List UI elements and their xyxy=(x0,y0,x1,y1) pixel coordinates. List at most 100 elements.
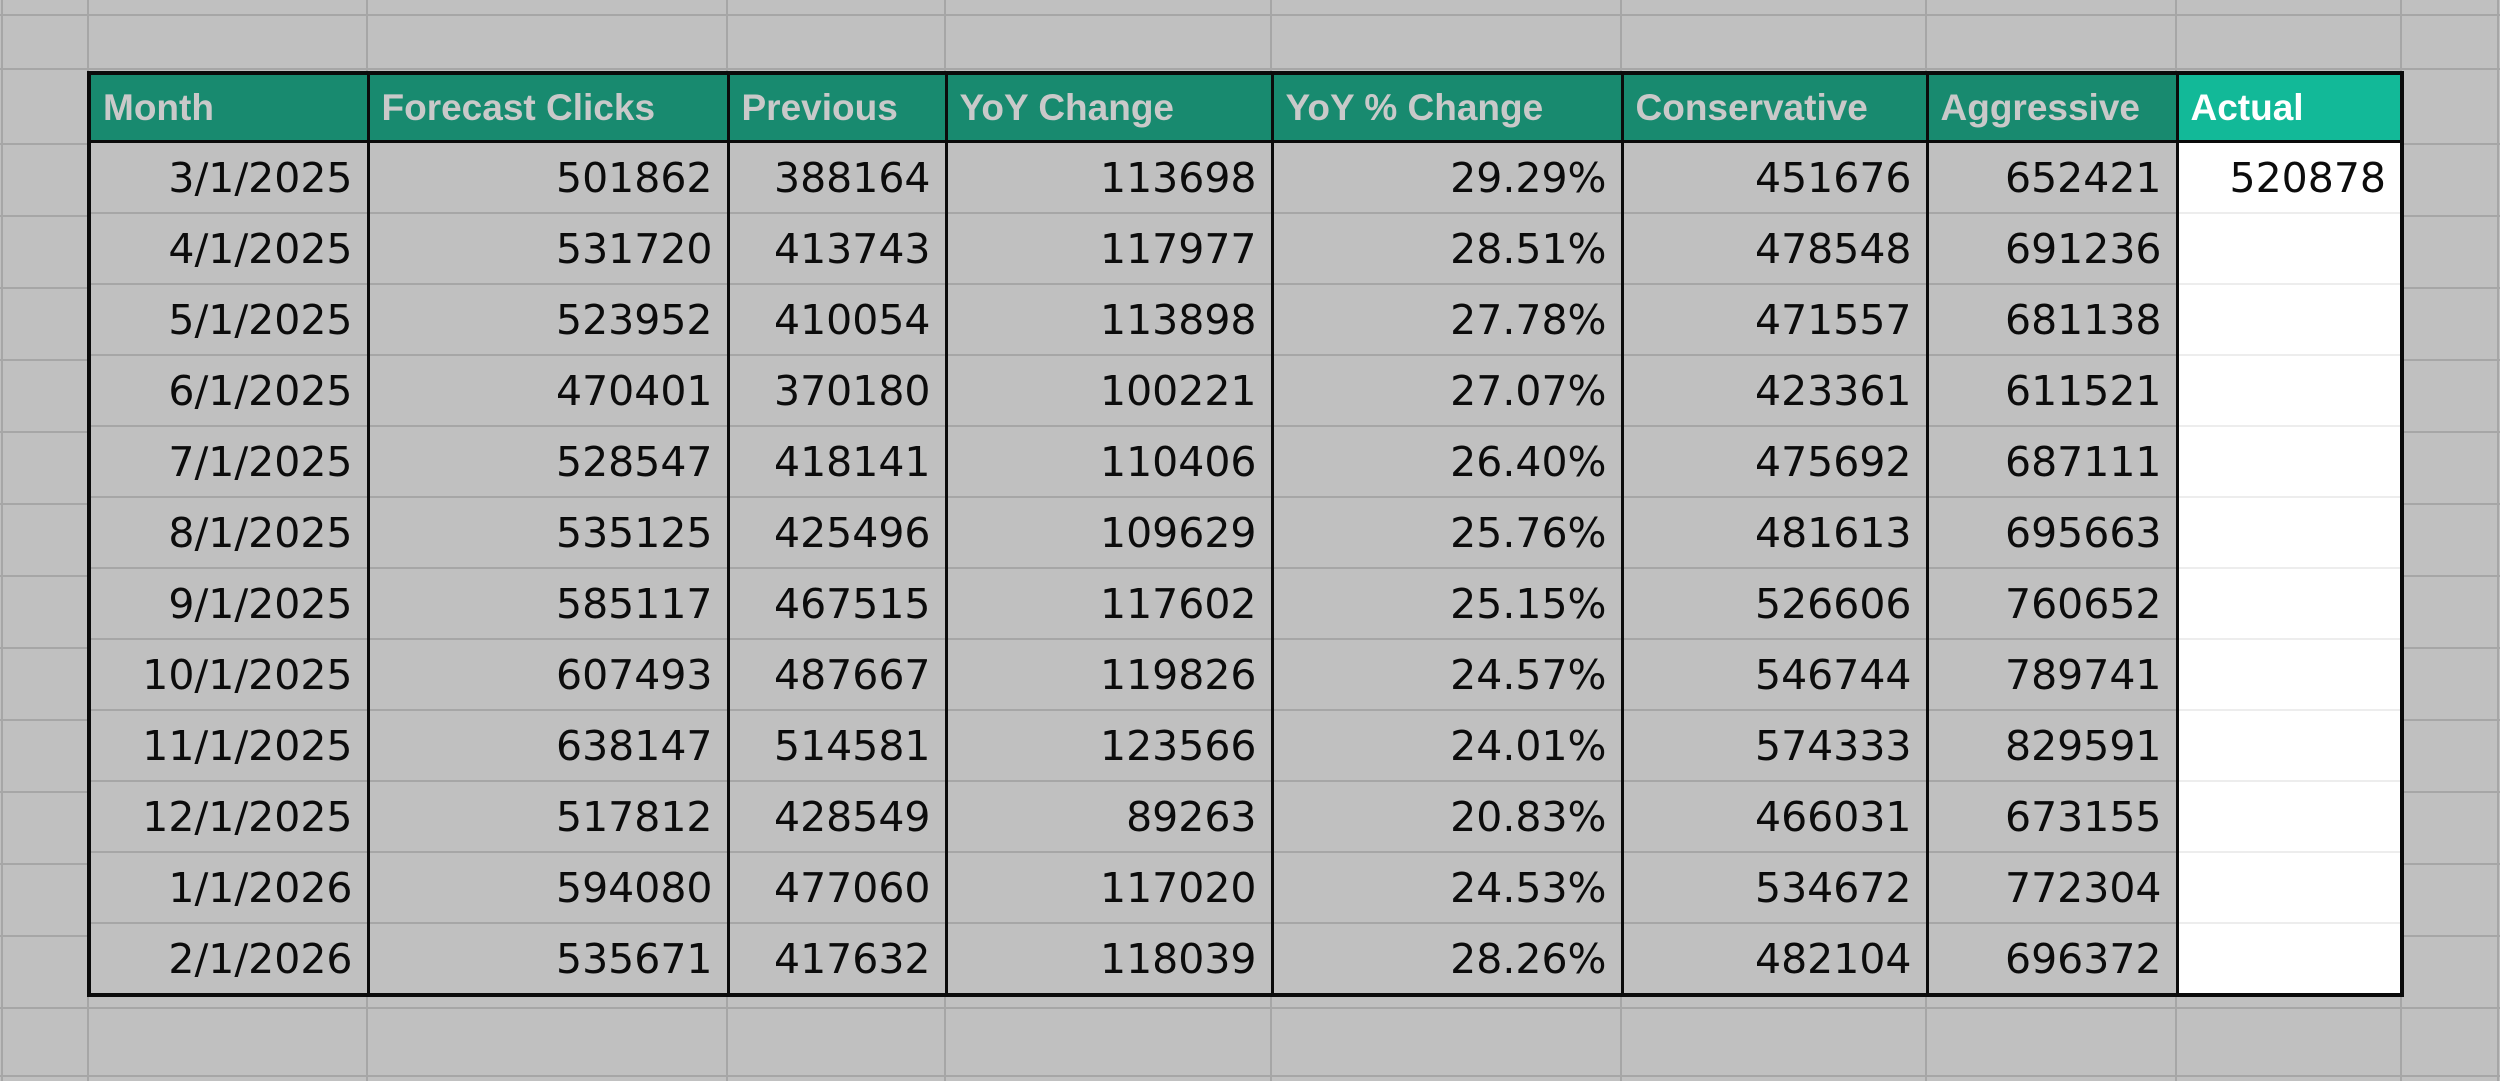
cell-month[interactable]: 6/1/2025 xyxy=(87,354,370,427)
cell-yoy-change[interactable]: 113898 xyxy=(944,283,1274,356)
cell-month[interactable]: 9/1/2025 xyxy=(87,567,370,640)
cell-previous[interactable]: 410054 xyxy=(726,283,948,356)
cell-forecast-clicks[interactable]: 535671 xyxy=(366,922,730,996)
cell-previous[interactable]: 417632 xyxy=(726,922,948,996)
cell-month[interactable]: 3/1/2025 xyxy=(87,140,370,214)
cell-yoy-change[interactable]: 100221 xyxy=(944,354,1274,427)
cell-month[interactable]: 12/1/2025 xyxy=(87,780,370,853)
cell-yoy-change[interactable]: 27.78% xyxy=(1270,283,1624,356)
cell-previous[interactable]: 425496 xyxy=(726,496,948,569)
cell-yoy-change[interactable]: 113698 xyxy=(944,140,1274,214)
cell-yoy-change[interactable]: 28.51% xyxy=(1270,212,1624,285)
cell-forecast-clicks[interactable]: 638147 xyxy=(366,709,730,782)
cell-conservative[interactable]: 423361 xyxy=(1620,354,1929,427)
cell-aggressive[interactable]: 611521 xyxy=(1925,354,2179,427)
column-header-aggressive[interactable]: Aggressive xyxy=(1925,71,2179,143)
cell-conservative[interactable]: 534672 xyxy=(1620,851,1929,924)
cell-actual[interactable] xyxy=(2175,780,2404,853)
cell-month[interactable]: 2/1/2026 xyxy=(87,922,370,996)
cell-conservative[interactable]: 481613 xyxy=(1620,496,1929,569)
cell-forecast-clicks[interactable]: 523952 xyxy=(366,283,730,356)
cell-actual[interactable] xyxy=(2175,283,2404,356)
cell-actual[interactable]: 520878 xyxy=(2175,140,2404,214)
cell-forecast-clicks[interactable]: 531720 xyxy=(366,212,730,285)
cell-conservative[interactable]: 478548 xyxy=(1620,212,1929,285)
cell-aggressive[interactable]: 696372 xyxy=(1925,922,2179,996)
cell-yoy-change[interactable]: 28.26% xyxy=(1270,922,1624,996)
cell-actual[interactable] xyxy=(2175,709,2404,782)
cell-actual[interactable] xyxy=(2175,638,2404,711)
cell-previous[interactable]: 477060 xyxy=(726,851,948,924)
cell-aggressive[interactable]: 673155 xyxy=(1925,780,2179,853)
cell-yoy-change[interactable]: 117020 xyxy=(944,851,1274,924)
cell-actual[interactable] xyxy=(2175,922,2404,996)
cell-month[interactable]: 5/1/2025 xyxy=(87,283,370,356)
cell-aggressive[interactable]: 652421 xyxy=(1925,140,2179,214)
cell-previous[interactable]: 487667 xyxy=(726,638,948,711)
cell-month[interactable]: 7/1/2025 xyxy=(87,425,370,498)
cell-yoy-change[interactable]: 118039 xyxy=(944,922,1274,996)
cell-previous[interactable]: 388164 xyxy=(726,140,948,214)
column-header-month[interactable]: Month xyxy=(87,71,370,143)
cell-forecast-clicks[interactable]: 501862 xyxy=(366,140,730,214)
cell-yoy-change[interactable]: 24.53% xyxy=(1270,851,1624,924)
cell-previous[interactable]: 370180 xyxy=(726,354,948,427)
cell-aggressive[interactable]: 789741 xyxy=(1925,638,2179,711)
cell-month[interactable]: 11/1/2025 xyxy=(87,709,370,782)
cell-aggressive[interactable]: 772304 xyxy=(1925,851,2179,924)
cell-conservative[interactable]: 482104 xyxy=(1620,922,1929,996)
column-header-yoy-change[interactable]: YoY Change xyxy=(944,71,1274,143)
cell-conservative[interactable]: 451676 xyxy=(1620,140,1929,214)
column-header-forecast-clicks[interactable]: Forecast Clicks xyxy=(366,71,730,143)
cell-month[interactable]: 4/1/2025 xyxy=(87,212,370,285)
cell-forecast-clicks[interactable]: 594080 xyxy=(366,851,730,924)
cell-previous[interactable]: 467515 xyxy=(726,567,948,640)
cell-yoy-change[interactable]: 25.76% xyxy=(1270,496,1624,569)
cell-previous[interactable]: 413743 xyxy=(726,212,948,285)
cell-actual[interactable] xyxy=(2175,212,2404,285)
cell-conservative[interactable]: 526606 xyxy=(1620,567,1929,640)
cell-yoy-change[interactable]: 27.07% xyxy=(1270,354,1624,427)
cell-yoy-change[interactable]: 24.57% xyxy=(1270,638,1624,711)
cell-forecast-clicks[interactable]: 535125 xyxy=(366,496,730,569)
cell-forecast-clicks[interactable]: 528547 xyxy=(366,425,730,498)
cell-yoy-change[interactable]: 109629 xyxy=(944,496,1274,569)
column-header-previous[interactable]: Previous xyxy=(726,71,948,143)
cell-yoy-change[interactable]: 110406 xyxy=(944,425,1274,498)
cell-forecast-clicks[interactable]: 517812 xyxy=(366,780,730,853)
cell-yoy-change[interactable]: 89263 xyxy=(944,780,1274,853)
cell-actual[interactable] xyxy=(2175,567,2404,640)
cell-forecast-clicks[interactable]: 607493 xyxy=(366,638,730,711)
cell-yoy-change[interactable]: 20.83% xyxy=(1270,780,1624,853)
cell-yoy-change[interactable]: 29.29% xyxy=(1270,140,1624,214)
cell-aggressive[interactable]: 681138 xyxy=(1925,283,2179,356)
cell-yoy-change[interactable]: 26.40% xyxy=(1270,425,1624,498)
cell-conservative[interactable]: 475692 xyxy=(1620,425,1929,498)
cell-aggressive[interactable]: 691236 xyxy=(1925,212,2179,285)
cell-yoy-change[interactable]: 119826 xyxy=(944,638,1274,711)
column-header-yoy-change[interactable]: YoY % Change xyxy=(1270,71,1624,143)
cell-forecast-clicks[interactable]: 585117 xyxy=(366,567,730,640)
cell-aggressive[interactable]: 687111 xyxy=(1925,425,2179,498)
cell-yoy-change[interactable]: 24.01% xyxy=(1270,709,1624,782)
cell-yoy-change[interactable]: 117977 xyxy=(944,212,1274,285)
cell-conservative[interactable]: 546744 xyxy=(1620,638,1929,711)
cell-yoy-change[interactable]: 117602 xyxy=(944,567,1274,640)
cell-conservative[interactable]: 574333 xyxy=(1620,709,1929,782)
cell-previous[interactable]: 428549 xyxy=(726,780,948,853)
cell-aggressive[interactable]: 829591 xyxy=(1925,709,2179,782)
cell-previous[interactable]: 418141 xyxy=(726,425,948,498)
cell-yoy-change[interactable]: 25.15% xyxy=(1270,567,1624,640)
cell-actual[interactable] xyxy=(2175,496,2404,569)
cell-previous[interactable]: 514581 xyxy=(726,709,948,782)
cell-month[interactable]: 10/1/2025 xyxy=(87,638,370,711)
cell-month[interactable]: 8/1/2025 xyxy=(87,496,370,569)
cell-conservative[interactable]: 471557 xyxy=(1620,283,1929,356)
cell-actual[interactable] xyxy=(2175,354,2404,427)
cell-conservative[interactable]: 466031 xyxy=(1620,780,1929,853)
cell-aggressive[interactable]: 695663 xyxy=(1925,496,2179,569)
cell-aggressive[interactable]: 760652 xyxy=(1925,567,2179,640)
cell-yoy-change[interactable]: 123566 xyxy=(944,709,1274,782)
cell-forecast-clicks[interactable]: 470401 xyxy=(366,354,730,427)
cell-actual[interactable] xyxy=(2175,851,2404,924)
